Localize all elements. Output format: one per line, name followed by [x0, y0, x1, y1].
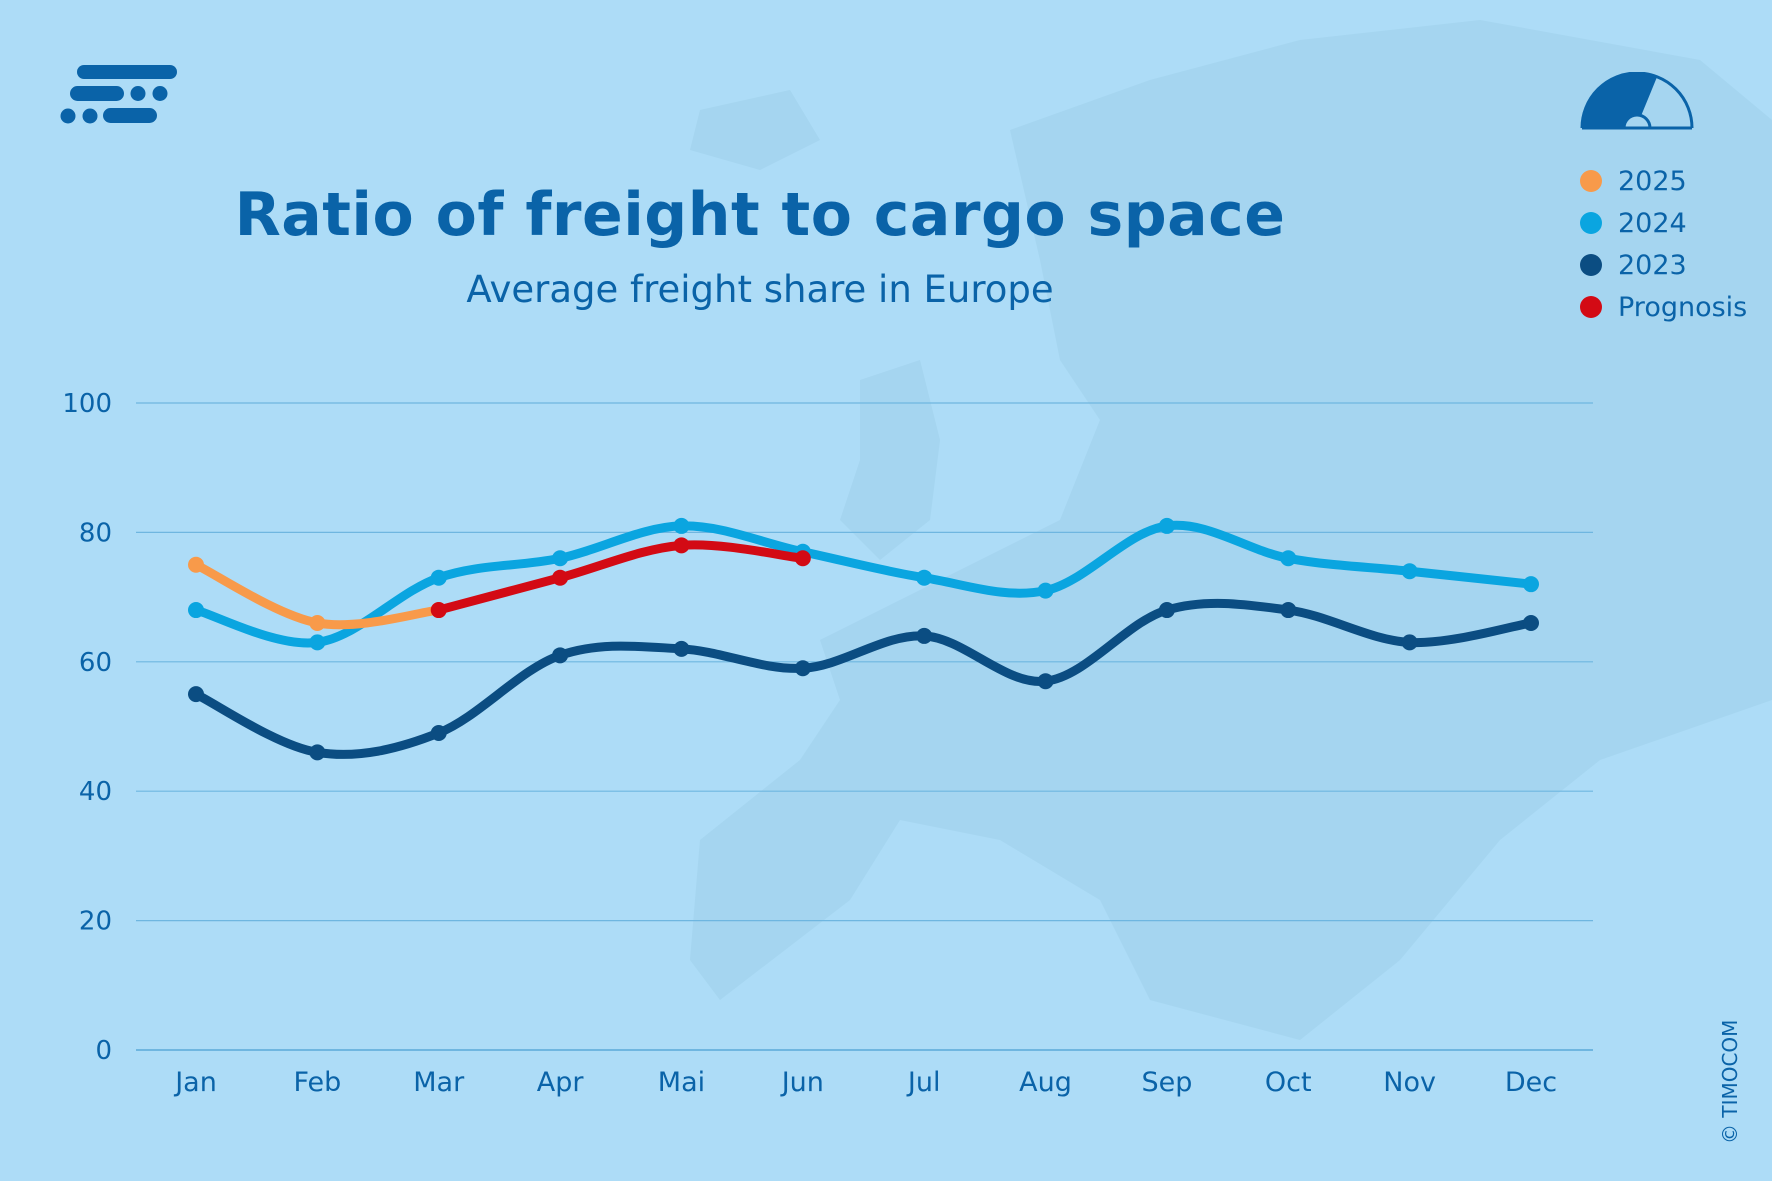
data-point-2023 — [1037, 673, 1054, 690]
data-point-2025 — [188, 556, 204, 573]
legend-item-2023: 2023 — [1580, 244, 1747, 286]
data-point-2024 — [552, 550, 569, 567]
data-point-2023 — [430, 724, 447, 741]
x-tick-label: Apr — [537, 1067, 585, 1098]
legend-label: 2025 — [1618, 165, 1687, 197]
data-point-2023 — [552, 647, 569, 664]
y-tick-label: 100 — [62, 389, 112, 419]
y-tick-label: 0 — [95, 1036, 112, 1066]
x-tick-label: Jan — [173, 1067, 217, 1098]
data-point-2023 — [309, 744, 326, 761]
data-point-2023 — [1523, 614, 1539, 631]
data-point-2024 — [1401, 563, 1418, 580]
data-point-2024 — [1523, 576, 1539, 593]
x-tick-label: Mar — [413, 1067, 465, 1098]
data-point-2024 — [1158, 517, 1175, 534]
copyright: © TIMOCOM — [1718, 1019, 1742, 1144]
legend-label: Prognosis — [1618, 291, 1748, 323]
data-point-2024 — [188, 602, 204, 619]
series-line-2024 — [191, 520, 1536, 648]
legend-item-2025: 2025 — [1580, 160, 1747, 202]
data-point-2024 — [1037, 582, 1054, 599]
x-tick-label: Aug — [1019, 1067, 1072, 1098]
legend-marker — [1580, 170, 1602, 192]
data-point-2024 — [430, 569, 447, 586]
timocom-logo — [60, 65, 177, 124]
y-tick-label: 20 — [79, 907, 112, 937]
legend-label: 2023 — [1618, 249, 1687, 281]
y-tick-label: 40 — [79, 777, 112, 807]
x-tick-label: Sep — [1141, 1067, 1192, 1098]
series-line-2023 — [191, 598, 1536, 759]
legend-marker — [1580, 296, 1602, 318]
data-point-2023 — [1158, 602, 1175, 619]
data-point-2023 — [916, 627, 933, 644]
x-tick-label: Nov — [1383, 1067, 1436, 1098]
data-point-prognosis — [794, 550, 811, 567]
legend: 2025 2024 2023 Prognosis — [1580, 160, 1747, 328]
data-point-2023 — [188, 686, 204, 703]
data-point-2023 — [1280, 602, 1297, 619]
x-tick-label: Jun — [780, 1067, 824, 1098]
x-tick-label: Mai — [658, 1067, 705, 1098]
data-point-2023 — [1401, 634, 1418, 651]
legend-marker — [1580, 212, 1602, 234]
data-point-2023 — [673, 640, 690, 657]
chart-subtitle: Average freight share in Europe — [466, 268, 1054, 311]
data-point-2023 — [794, 660, 811, 677]
legend-item-prognosis: Prognosis — [1580, 286, 1747, 328]
legend-marker — [1580, 254, 1602, 276]
legend-label: 2024 — [1618, 207, 1687, 239]
data-point-2024 — [916, 569, 933, 586]
data-point-prognosis — [673, 537, 690, 554]
data-point-2024 — [1280, 550, 1297, 567]
x-tick-label: Feb — [293, 1067, 341, 1098]
data-point-2025 — [309, 614, 326, 631]
data-point-2024 — [673, 517, 690, 534]
legend-item-2024: 2024 — [1580, 202, 1747, 244]
series-line-prognosis — [434, 540, 808, 615]
y-tick-label: 80 — [79, 518, 112, 548]
gauge-icon — [1580, 72, 1694, 130]
y-tick-label: 60 — [79, 648, 112, 678]
x-tick-label: Jul — [906, 1067, 941, 1098]
data-point-prognosis — [552, 569, 569, 586]
data-point-prognosis — [430, 602, 447, 619]
x-tick-label: Oct — [1265, 1067, 1312, 1098]
chart-title: Ratio of freight to cargo space — [234, 180, 1286, 250]
x-tick-label: Dec — [1505, 1067, 1557, 1098]
data-point-2024 — [309, 634, 326, 651]
